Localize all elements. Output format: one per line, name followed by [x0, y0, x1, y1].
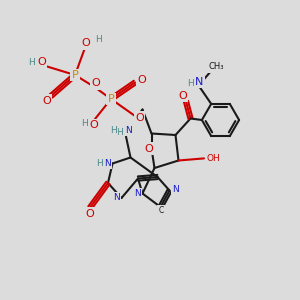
Text: N: N: [172, 185, 179, 194]
Text: N: N: [104, 159, 110, 168]
Text: O: O: [42, 95, 51, 106]
Text: N: N: [113, 194, 119, 202]
Text: H: H: [95, 35, 102, 44]
Text: P: P: [108, 94, 114, 104]
Text: N: N: [195, 76, 204, 87]
Text: O: O: [85, 208, 94, 219]
Text: H: H: [110, 126, 117, 135]
Text: O: O: [81, 38, 90, 49]
Text: N: N: [134, 189, 140, 198]
Text: C: C: [159, 206, 164, 215]
Text: N: N: [125, 126, 132, 135]
Text: OH: OH: [207, 154, 220, 163]
Text: O: O: [92, 78, 100, 88]
Text: O: O: [137, 75, 146, 85]
Text: H: H: [81, 119, 88, 128]
Text: H: H: [28, 58, 35, 67]
Text: O: O: [89, 120, 98, 130]
Text: CH₃: CH₃: [209, 62, 224, 71]
Text: H: H: [116, 128, 123, 137]
Text: O: O: [135, 112, 144, 123]
Text: P: P: [72, 70, 78, 80]
Text: O: O: [144, 143, 153, 154]
Text: H: H: [187, 79, 194, 88]
Text: H: H: [97, 159, 103, 168]
Text: O: O: [178, 91, 187, 101]
Text: O: O: [37, 57, 46, 68]
